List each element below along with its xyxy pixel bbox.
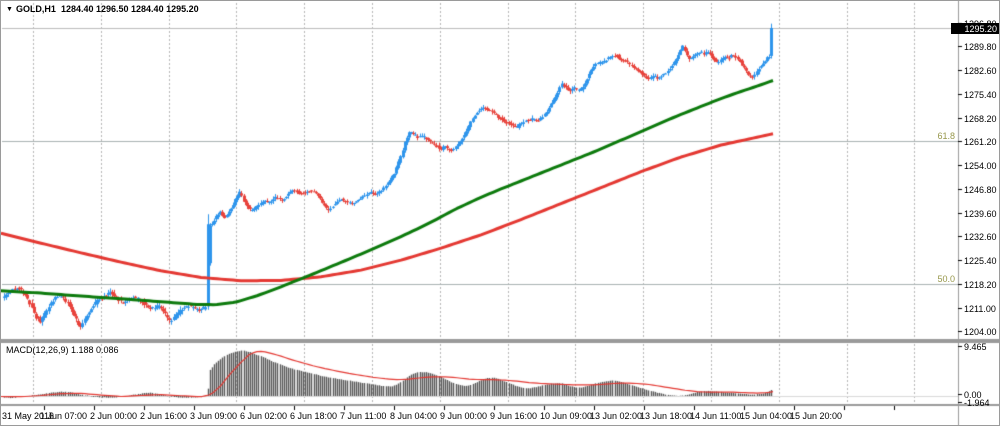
macd-tick-label: 0.00: [964, 390, 982, 400]
price-tick-label: 1246.80: [964, 185, 997, 195]
symbol-dropdown-icon[interactable]: ▼: [6, 6, 13, 13]
time-tick-label: 6 Jun 02:00: [240, 411, 288, 421]
price-tick-label: 1261.20: [964, 137, 997, 147]
current-price-box: 1295.20: [951, 23, 999, 34]
time-tick-label: 13 Jun 18:00: [640, 411, 693, 421]
time-tick-label: 10 Jun 09:00: [540, 411, 593, 421]
price-tick-label: 1239.60: [964, 209, 997, 219]
chart-symbol: GOLD,H1: [15, 4, 56, 14]
price-tick-label: 1289.80: [964, 42, 997, 52]
time-tick-label: 9 Jun 00:00: [440, 411, 488, 421]
time-tick-label: 3 Jun 09:00: [190, 411, 238, 421]
time-tick-label: 15 Jun 04:00: [740, 411, 793, 421]
macd-tick-label: -1.964: [964, 398, 990, 408]
time-tick-label: 31 May 2016: [2, 411, 55, 421]
time-tick-label: 2 Jun 00:00: [90, 411, 138, 421]
chart-title[interactable]: ▼ GOLD,H1 1284.40 1296.50 1284.40 1295.20: [6, 4, 199, 14]
macd-tick-label: 9.465: [964, 342, 987, 352]
fib-level-label: 50.0: [937, 274, 955, 284]
price-tick-label: 1282.60: [964, 66, 997, 76]
fib-level-label: 61.8: [937, 131, 955, 141]
price-tick-label: 1225.40: [964, 256, 997, 266]
price-tick-label: 1275.40: [964, 90, 997, 100]
time-tick-label: 15 Jun 20:00: [790, 411, 843, 421]
time-tick-label: 13 Jun 02:00: [590, 411, 643, 421]
price-tick-label: 1232.60: [964, 232, 997, 242]
time-tick-label: 7 Jun 11:00: [340, 411, 387, 421]
time-tick-label: 14 Jun 11:00: [690, 411, 742, 421]
price-tick-label: 1268.20: [964, 114, 997, 124]
macd-indicator-label: MACD(12,26,9) 1.188 0.086: [6, 345, 119, 355]
time-tick-label: 1 Jun 07:00: [40, 411, 88, 421]
price-tick-label: 1218.20: [964, 280, 997, 290]
time-tick-label: 8 Jun 04:00: [390, 411, 438, 421]
time-tick-label: 6 Jun 18:00: [290, 411, 338, 421]
time-tick-label: 2 Jun 16:00: [140, 411, 188, 421]
price-tick-label: 1254.00: [964, 161, 997, 171]
chart-ohlc-readout: 1284.40 1296.50 1284.40 1295.20: [60, 4, 199, 14]
price-tick-label: 1204.00: [964, 327, 997, 337]
price-tick-label: 1211.00: [964, 304, 996, 314]
time-tick-label: 9 Jun 16:00: [490, 411, 538, 421]
